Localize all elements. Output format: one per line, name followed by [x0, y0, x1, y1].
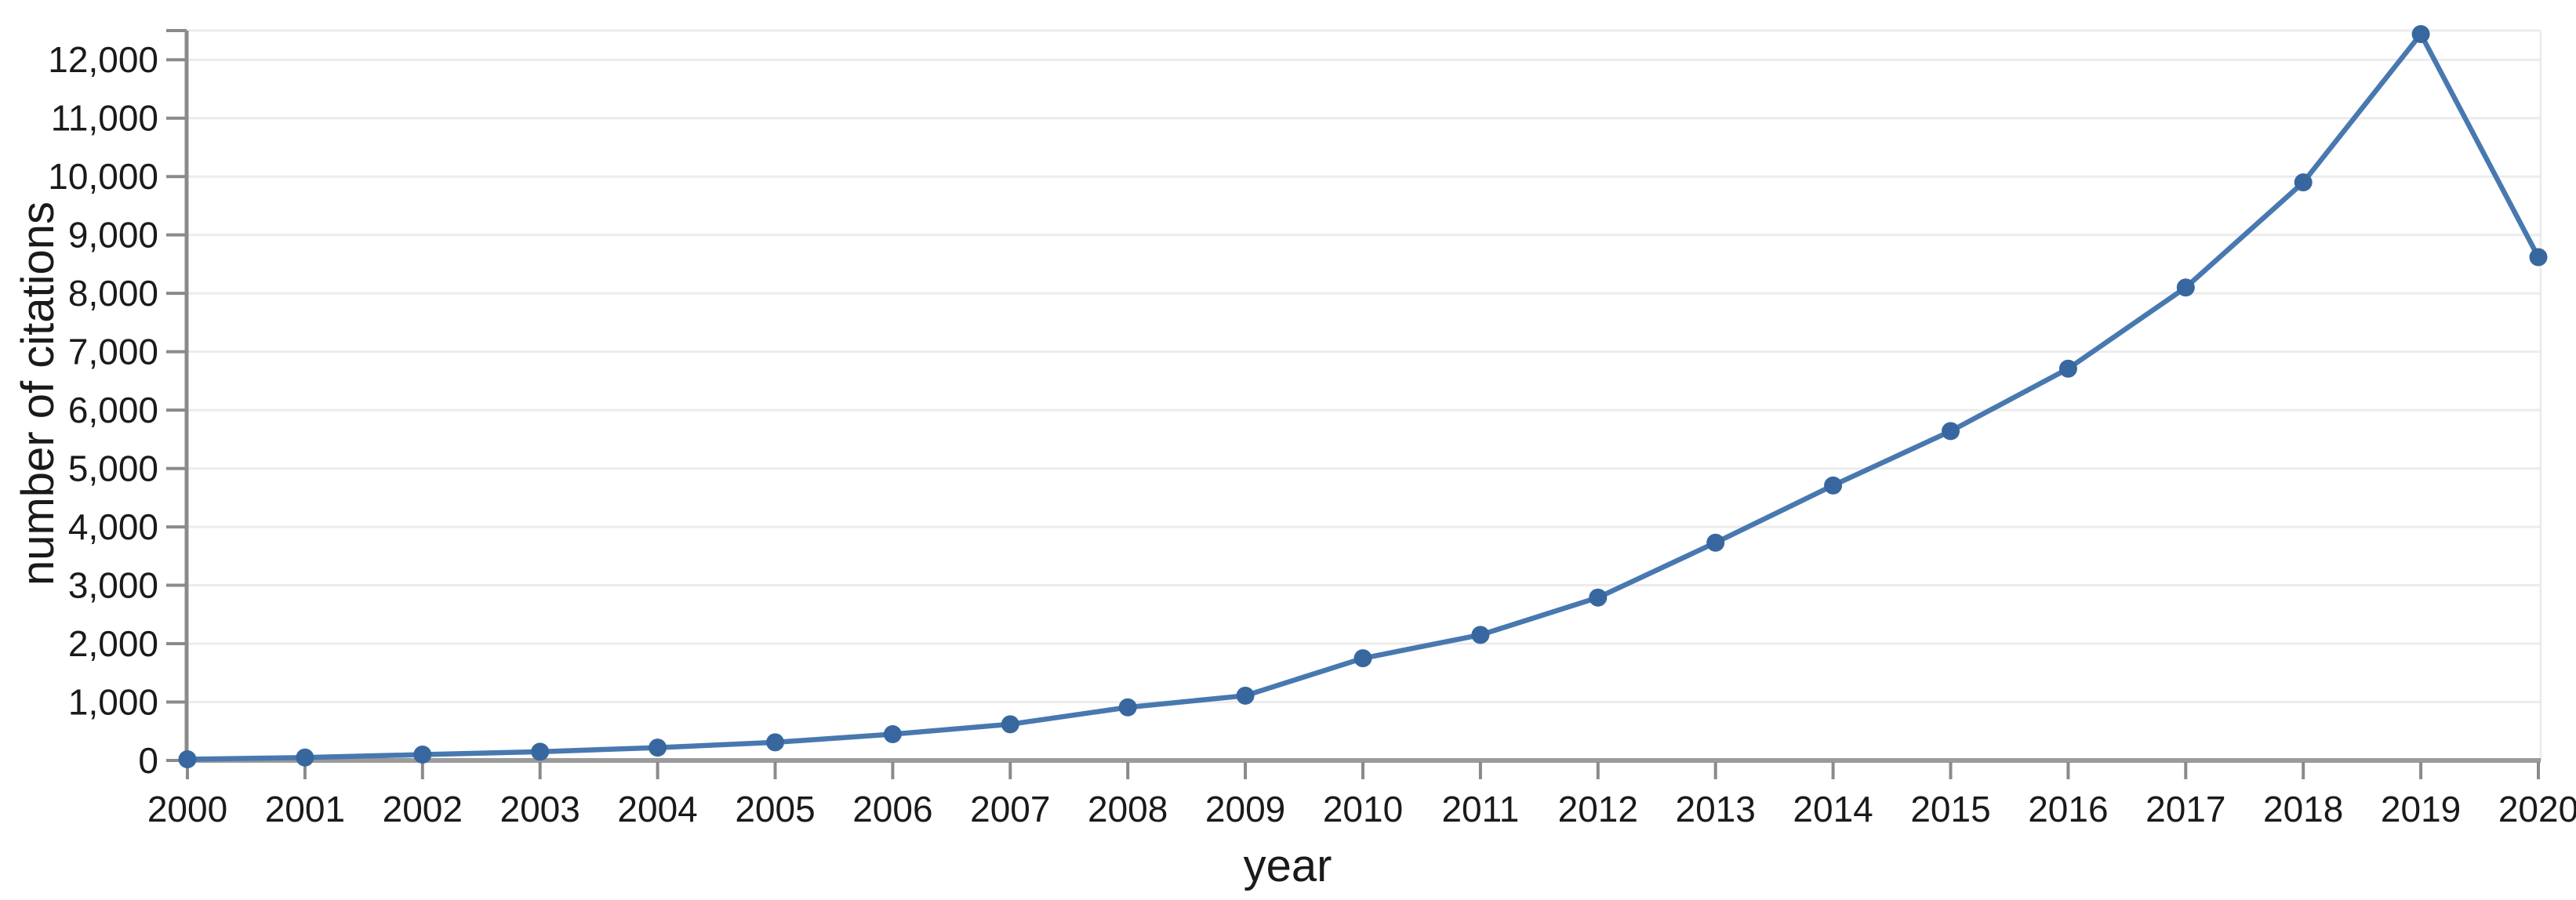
data-point-2012 [1589, 588, 1608, 607]
data-point-2011 [1471, 626, 1490, 644]
x-tick-label-2005: 2005 [735, 789, 815, 829]
y-tick-label-6000: 6,000 [68, 390, 158, 430]
y-axis-title: number of citations [13, 201, 64, 586]
y-tick-label-0: 0 [138, 740, 158, 781]
x-tick-label-2004: 2004 [617, 789, 697, 829]
y-tick-label-9000: 9,000 [68, 215, 158, 256]
data-point-2004 [649, 739, 667, 757]
citations-series [178, 24, 2548, 769]
y-tick-label-12000: 12,000 [48, 39, 158, 80]
x-tick-label-2003: 2003 [500, 789, 580, 829]
data-point-2009 [1236, 686, 1255, 705]
y-tick-label-3000: 3,000 [68, 565, 158, 606]
x-tick-label-2006: 2006 [852, 789, 932, 829]
x-tick-label-2008: 2008 [1088, 789, 1168, 829]
data-point-2014 [1824, 476, 1843, 495]
x-tick-label-2010: 2010 [1323, 789, 1403, 829]
axes [184, 31, 2541, 763]
x-tick-label-2002: 2002 [383, 789, 463, 829]
y-tick-label-10000: 10,000 [48, 156, 158, 197]
y-axis-ticks: 0 1,000 2,000 3,000 4,000 5,000 6,000 7,000 8,00… [48, 29, 187, 781]
data-point-2008 [1118, 698, 1137, 717]
y-tick-label-4000: 4,000 [68, 506, 158, 547]
x-tick-label-2009: 2009 [1205, 789, 1285, 829]
data-point-2001 [296, 748, 314, 767]
x-tick-label-2012: 2012 [1558, 789, 1638, 829]
x-tick-label-2019: 2019 [2381, 789, 2461, 829]
y-tick-label-5000: 5,000 [68, 448, 158, 489]
data-point-2007 [1001, 715, 1019, 734]
data-point-2015 [1942, 422, 1960, 441]
data-point-2020 [2529, 248, 2548, 267]
x-tick-label-2020: 2020 [2498, 789, 2576, 829]
x-tick-label-2015: 2015 [1910, 789, 1990, 829]
x-tick-label-2013: 2013 [1676, 789, 1756, 829]
data-point-2003 [531, 742, 550, 761]
y-tick-label-1000: 1,000 [68, 682, 158, 723]
data-point-2013 [1706, 533, 1725, 552]
x-tick-label-2007: 2007 [970, 789, 1050, 829]
x-tick-label-2016: 2016 [2028, 789, 2108, 829]
x-tick-label-2018: 2018 [2263, 789, 2343, 829]
x-tick-label-2001: 2001 [265, 789, 345, 829]
data-point-2010 [1353, 649, 1372, 668]
y-tick-label-11000: 11,000 [51, 98, 158, 139]
data-point-2016 [2058, 359, 2077, 378]
data-point-2019 [2411, 24, 2430, 43]
x-tick-label-2011: 2011 [1441, 789, 1519, 829]
gridlines [187, 29, 2542, 760]
data-point-2006 [883, 724, 902, 743]
x-tick-label-2017: 2017 [2145, 789, 2225, 829]
x-tick-label-2000: 2000 [147, 789, 227, 829]
data-point-2005 [766, 733, 784, 752]
data-point-2017 [2176, 278, 2195, 297]
data-point-2002 [413, 746, 432, 764]
data-point-2000 [178, 750, 197, 769]
y-tick-label-2000: 2,000 [68, 623, 158, 664]
x-tick-label-2014: 2014 [1793, 789, 1873, 829]
y-tick-label-8000: 8,000 [68, 273, 158, 314]
x-axis-ticks: 2000 2001 2002 2003 2004 2005 2006 2007 2008 2009… [147, 762, 2576, 829]
data-point-2018 [2294, 173, 2313, 192]
x-axis-title: year [1244, 840, 1332, 891]
y-tick-label-7000: 7,000 [68, 332, 158, 372]
